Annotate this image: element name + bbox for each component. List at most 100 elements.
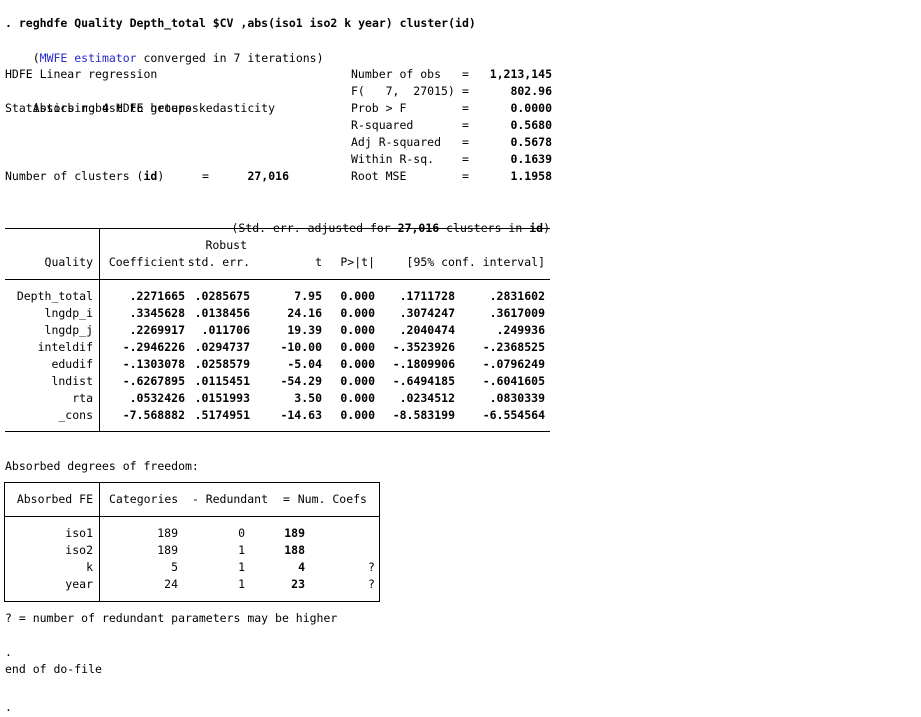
redundant-header: Redundant [205,492,268,506]
absorbed-border-top [4,482,380,483]
absorbing-suffix: HDFE groups [108,101,192,115]
coef-row: lndist -.6267895 .0115451 -54.29 0.000 -… [5,373,550,390]
coefficient-header: Coefficient [108,255,185,269]
minus-sign: - [192,492,199,506]
p-header: P>|t| [340,255,375,269]
categories-value: 5 [171,560,178,574]
absorbed-divider [99,482,100,601]
fe-name: iso1 [65,526,93,540]
redundant-flag: ? [368,577,375,591]
ci-low: -8.583199 [392,408,455,422]
coef-table-robust-line: Robust [5,237,550,254]
var-name: lndist [51,374,93,388]
prompt-dot: . [5,700,12,714]
se-value: .5174951 [194,408,250,422]
categories-value: 189 [157,543,178,557]
coef-value: .2271665 [129,289,185,303]
fe-name: year [65,577,93,591]
absorbing-prefix: Absorbing [32,101,102,115]
ci-high: -.0796249 [482,357,545,371]
fit-stat-value: 1.1958 [510,169,552,183]
fit-stat-value: 0.0000 [510,101,552,115]
coef-row: inteldif -.2946226 .0294737 -10.00 0.000… [5,339,550,356]
fit-stat-row: Adj R-squared = 0.5678 [5,134,921,151]
coef-row: lngdp_i .3345628 .0138456 24.16 0.000 .3… [5,305,550,322]
redundant-value: 0 [238,526,245,540]
coef-value: .0532426 [129,391,185,405]
end-of-dofile: end of do-file [5,662,102,676]
ci-low: .1711728 [399,289,455,303]
absorbed-fe-header: Absorbed FE [16,492,93,506]
clusters-label: Number of clusters (id) [5,168,164,185]
coef-table-divider [99,228,100,431]
absorbed-border-left [4,482,5,601]
fit-stat-label: Prob > F [351,101,407,115]
num-coefs-header: Num. Coefs [297,492,367,506]
ci-low: -.1809906 [392,357,455,371]
ci-high: -6.554564 [482,408,545,422]
ci-high: .0830339 [489,391,545,405]
model-title: HDFE Linear regression [5,67,158,81]
equals-sign: = [462,67,469,81]
fit-stat-value: 0.1639 [510,152,552,166]
redundant-value: 1 [238,543,245,557]
se-value: .0258579 [194,357,250,371]
absorbed-header-row: Absorbed FE Categories - Redundant = Num… [5,491,379,508]
absorbed-row: iso1 189 0 189 [5,525,379,542]
se-value: .0285675 [194,289,250,303]
num-coefs-value: 4 [298,560,305,574]
absorbing-count: 4 [101,101,109,115]
categories-value: 189 [157,526,178,540]
ci-header: [95% conf. interval] [406,255,545,269]
ci-low: -.3523926 [392,340,455,354]
ci-high: -.2368525 [482,340,545,354]
ci-high: .2831602 [489,289,545,303]
robust-note: Statistics robust to heteroskedasticity [5,101,276,115]
t-value: -54.29 [280,374,322,388]
t-value: 7.95 [294,289,322,303]
mwfe-estimator-link[interactable]: MWFE estimator [39,51,137,65]
num-coefs-value: 23 [291,577,305,591]
coef-value: .3345628 [129,306,185,320]
var-name: edudif [51,357,93,371]
var-name: lngdp_i [44,306,93,320]
fit-stat-value: 1,213,145 [489,67,552,81]
absorbing-line: Absorbing 4 HDFE groups [5,83,345,115]
equals-sign: = [462,152,469,166]
coef-row: Depth_total .2271665 .0285675 7.95 0.000… [5,288,550,305]
ci-low: .3074247 [399,306,455,320]
robust-header: Robust [205,238,247,252]
coef-value: -.1303078 [122,357,185,371]
absorbed-border-bottom [4,601,380,602]
absorbed-border-header [4,516,380,517]
fit-stat-row: Within R-sq. = 0.1639 [5,151,921,168]
t-value: -10.00 [280,340,322,354]
redundant-value: 1 [238,577,245,591]
coef-row: _cons -7.568882 .5174951 -14.63 0.000 -8… [5,407,550,424]
fit-stat-value: 802.96 [510,84,552,98]
equals-sign: = [283,492,290,506]
redundant-flag: ? [368,560,375,574]
fit-stat-label: R-squared [351,118,414,132]
prompt-dot: . [5,645,12,659]
ci-low: .2040474 [399,323,455,337]
fit-stat-label: Root MSE [351,169,407,183]
t-value: -5.04 [287,357,322,371]
equals-sign: = [462,169,469,183]
fe-name: iso2 [65,543,93,557]
coef-table-border-header [5,279,550,280]
equals-sign: = [462,84,469,98]
fit-stat-row: R-squared = 0.5680 [5,117,921,134]
p-value: 0.000 [340,374,375,388]
var-name: rta [72,391,93,405]
clusters-var: id [143,169,158,183]
p-value: 0.000 [340,408,375,422]
p-value: 0.000 [340,306,375,320]
t-value: 24.16 [287,306,322,320]
convergence-line: (MWFE estimator converged in 7 iteration… [5,33,915,65]
equals-sign: = [462,118,469,132]
redundant-value: 1 [238,560,245,574]
p-value: 0.000 [340,340,375,354]
coef-value: -.6267895 [122,374,185,388]
